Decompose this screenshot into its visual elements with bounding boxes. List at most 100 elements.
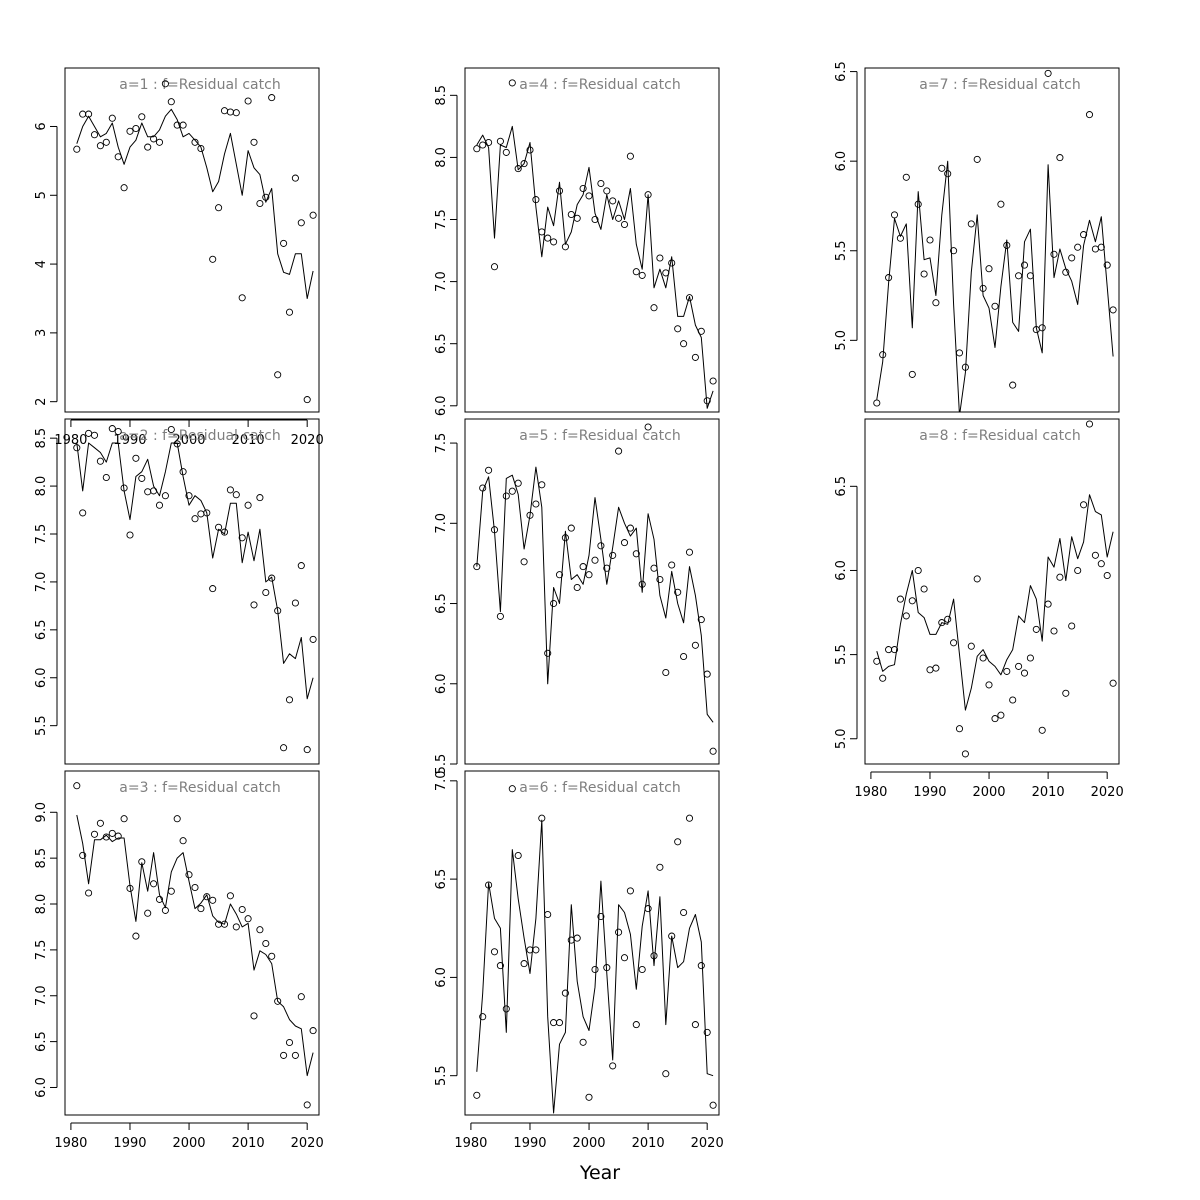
data-point [132,454,140,462]
panel-4: 6.0 6.5 7.0 7.5 8.0 8.5 a=4 : f=Residual catch [434,67,720,416]
data-point [280,744,288,752]
data-point [873,399,881,407]
data-point [85,889,93,897]
y-tick-label: 7.5 [434,433,449,454]
data-point [579,184,587,193]
y-tick-label: 5.5 [834,240,849,261]
panel-frame [464,770,720,1116]
data-point [191,138,199,146]
data-point [1109,306,1117,314]
data-point [591,215,599,224]
data-point [1020,669,1029,677]
data-point [709,377,717,385]
panel-frame [464,418,720,765]
data-point [508,79,516,87]
data-point [609,1062,617,1070]
data-point [155,138,164,146]
panel-frame [64,418,320,765]
data-point [280,1051,288,1059]
data-point [203,893,211,901]
data-point [309,635,317,643]
data-point [485,466,493,474]
y-tick-label: 6.0 [34,1077,49,1098]
data-point [967,220,975,228]
panel-2: 5.5 6.0 6.5 7.0 7.5 8.0 8.5 a=2 : f=Residual ca… [34,418,320,765]
data-point [603,187,611,195]
data-point [1080,231,1088,239]
x-tick-label: 1980 [454,1136,487,1151]
data-point [656,575,664,584]
x-tick-label: 1980 [54,1136,87,1151]
data-point [991,715,999,723]
data-point [274,371,282,379]
data-point [79,110,87,118]
data-point [620,539,629,547]
panel-title: a=2 : f=Residual catch [119,428,280,444]
data-point [1085,420,1094,428]
data-point [609,551,617,559]
y-tick-label: 6.5 [434,333,449,354]
data-point [291,599,299,607]
data-point [1026,654,1034,662]
data-point [656,254,664,262]
x-tick-label: 2000 [572,1136,605,1151]
data-point [932,664,940,672]
y-tick-label: 7.0 [434,770,449,791]
data-point [96,457,104,465]
data-point [496,137,504,145]
data-point [1009,381,1017,389]
plot-area [73,425,317,754]
data-point [96,819,104,827]
plot-area [473,785,717,1114]
y-tick-label: 6.0 [434,967,449,988]
data-point [197,144,205,153]
data-point [167,98,175,106]
y-tick-label: 5.0 [834,728,849,749]
panel-title: a=5 : f=Residual catch [519,428,680,444]
data-point [490,948,499,956]
plot-area [873,69,1117,412]
data-point [514,479,522,487]
panel-8: 5.0 5.5 6.0 6.5 1980 1990 2000 2010 2020 a=8 : f=… [834,418,1124,800]
data-point [585,192,593,200]
panel-frame [64,67,320,413]
data-point [250,1012,258,1020]
data-point [691,641,699,649]
data-point [597,912,605,921]
data-point [662,668,670,677]
data-point [209,896,217,904]
data-point [885,646,893,654]
data-point [674,838,682,846]
data-point [161,80,169,88]
panel-3: 6.0 6.5 7.0 7.5 8.0 8.5 9.0 1980 1990 2000 2010 202… [34,770,324,1151]
data-point [550,1019,558,1027]
data-point [591,556,599,564]
data-point [1074,566,1082,575]
y-tick-label: 8.5 [434,85,449,106]
data-point [191,883,199,892]
data-point [291,174,299,182]
x-tick-label: 1990 [513,1136,546,1151]
x-tick-label: 1990 [113,1136,146,1151]
data-point [256,494,264,502]
data-point [620,220,629,229]
x-tick-label: 2020 [1091,785,1124,800]
data-point [544,234,552,242]
y-tick-label: 8.0 [34,894,49,915]
data-point [1068,622,1076,630]
data-point [485,138,493,147]
data-point [132,124,140,133]
data-point [285,1038,294,1047]
fitted-line [476,125,714,409]
fitted-line [876,494,1114,711]
y-tick-label: 7.5 [434,209,449,230]
data-point [132,932,140,940]
y-tick-label: 6 [34,122,49,130]
data-point [173,440,181,448]
x-tick-label: 2000 [172,433,205,448]
data-point [303,396,311,404]
data-point [256,199,264,208]
fitted-line [476,819,714,1114]
data-point [1097,243,1105,251]
